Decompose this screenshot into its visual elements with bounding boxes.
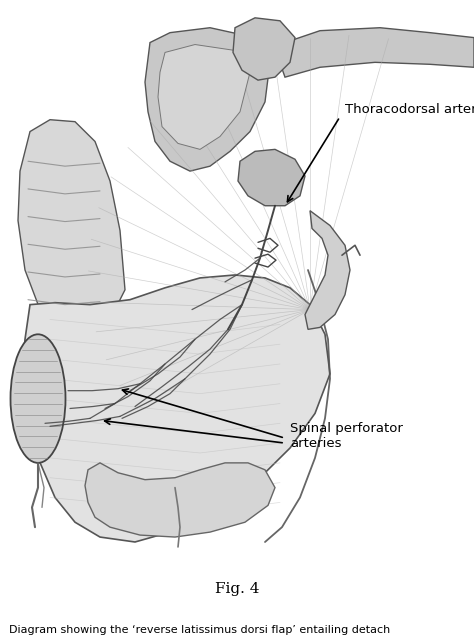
Ellipse shape [10, 334, 65, 463]
Polygon shape [18, 120, 125, 334]
Text: Fig. 4: Fig. 4 [215, 582, 259, 596]
Polygon shape [305, 211, 350, 329]
Polygon shape [158, 44, 250, 149]
Text: Spinal perforator
arteries: Spinal perforator arteries [290, 422, 403, 450]
Polygon shape [22, 275, 330, 542]
Text: Diagram showing the ‘reverse latissimus dorsi flap’ entailing detach: Diagram showing the ‘reverse latissimus … [9, 625, 391, 635]
Polygon shape [278, 28, 474, 77]
Polygon shape [233, 18, 295, 80]
Polygon shape [85, 463, 275, 537]
Polygon shape [238, 149, 305, 205]
Polygon shape [145, 28, 270, 171]
Text: Thoracodorsal artery: Thoracodorsal artery [345, 103, 474, 117]
